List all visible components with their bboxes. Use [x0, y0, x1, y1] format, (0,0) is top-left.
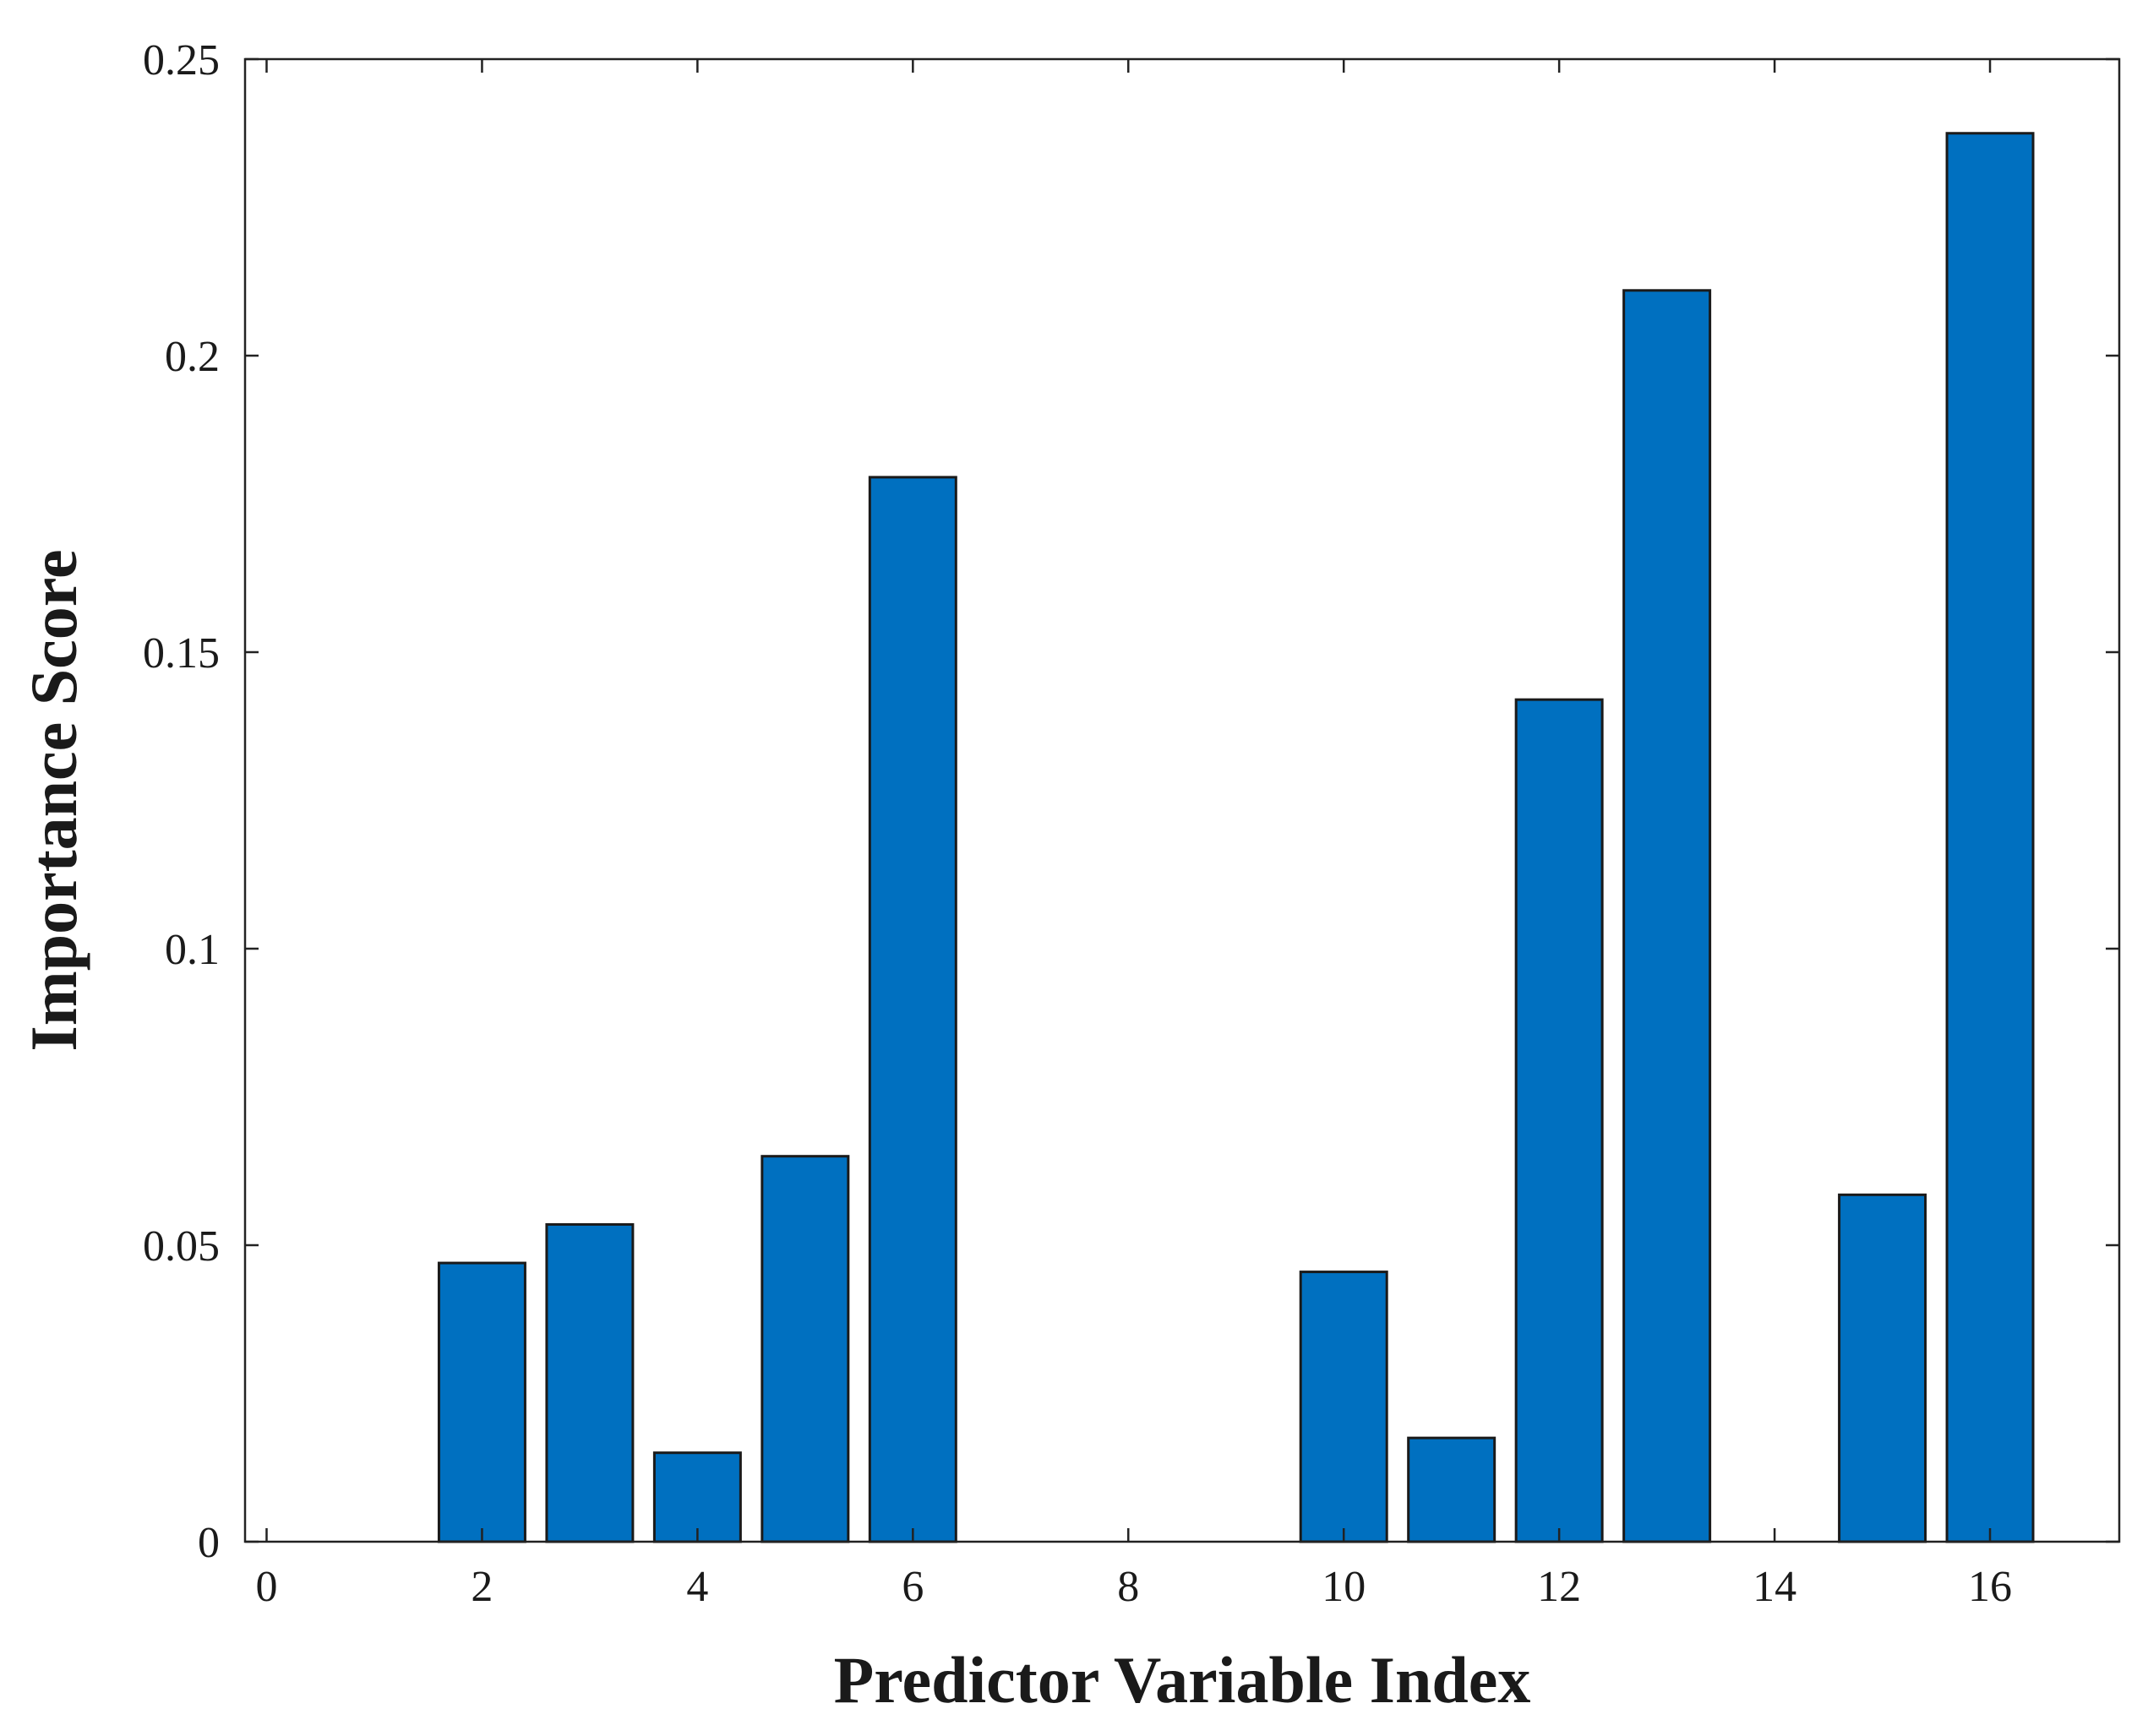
ticks-layer [245, 57, 2119, 1543]
y-tick-label: 0.15 [143, 629, 220, 678]
bars-layer [437, 132, 2035, 1543]
bar-10 [1299, 1271, 1388, 1543]
y-axis-title: Importance Score [17, 549, 90, 1051]
bar-15 [1838, 1193, 1927, 1543]
y-tick-label: 0.2 [165, 333, 220, 381]
bar-5 [761, 1155, 850, 1543]
bar-3 [545, 1222, 635, 1543]
bar-16 [1945, 132, 2035, 1543]
x-tick-label: 10 [1322, 1563, 1366, 1611]
y-tick-label: 0.1 [165, 926, 220, 974]
bar-4 [652, 1451, 742, 1543]
x-axis-title: Predictor Variable Index [834, 1643, 1531, 1717]
x-tick-label: 14 [1753, 1563, 1796, 1611]
x-tick-label: 2 [471, 1563, 493, 1611]
bar-6 [868, 476, 957, 1543]
y-tick-label: 0.25 [143, 36, 220, 84]
tick-labels-layer: 0 2 4 6 8 10 12 14 16 0 0.05 0.1 0.15 0.2 0.25 [143, 36, 2012, 1611]
bar-11 [1407, 1436, 1497, 1543]
y-tick-label: 0 [198, 1519, 220, 1567]
x-tick-label: 12 [1537, 1563, 1581, 1611]
y-tick-label: 0.05 [143, 1222, 220, 1271]
x-tick-label: 8 [1117, 1563, 1139, 1611]
bar-13 [1622, 289, 1712, 1543]
x-tick-label: 6 [902, 1563, 924, 1611]
bar-2 [437, 1261, 526, 1543]
x-tick-label: 0 [255, 1563, 277, 1611]
x-tick-label: 16 [1968, 1563, 2012, 1611]
plot-frame [243, 57, 2121, 1543]
x-tick-label: 4 [686, 1563, 708, 1611]
bar-12 [1514, 698, 1604, 1543]
